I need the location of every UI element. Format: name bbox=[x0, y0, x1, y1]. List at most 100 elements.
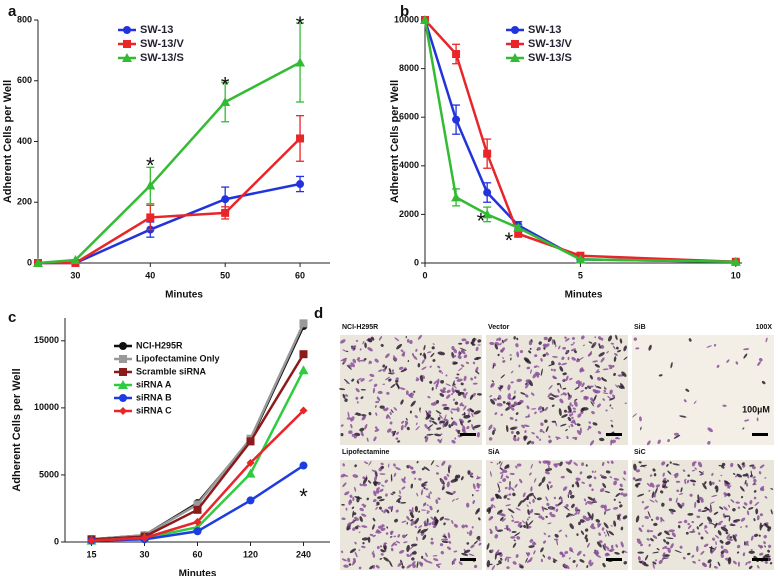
cell bbox=[385, 532, 389, 535]
cell bbox=[618, 385, 624, 389]
cell bbox=[376, 487, 380, 491]
cell bbox=[707, 516, 713, 523]
cell bbox=[665, 537, 674, 540]
cell bbox=[661, 502, 665, 507]
cell bbox=[378, 369, 383, 372]
cell bbox=[596, 403, 601, 408]
cell bbox=[694, 501, 697, 509]
cell bbox=[490, 504, 494, 509]
cell bbox=[571, 411, 574, 416]
cell bbox=[582, 344, 586, 347]
cell bbox=[648, 543, 651, 547]
cell bbox=[703, 543, 709, 548]
cell bbox=[402, 534, 406, 539]
marker bbox=[33, 258, 43, 267]
cell bbox=[584, 528, 589, 532]
cell bbox=[395, 540, 401, 544]
cell bbox=[658, 559, 663, 565]
cell bbox=[712, 537, 716, 541]
cell bbox=[465, 340, 469, 345]
cell bbox=[459, 347, 467, 351]
cell bbox=[715, 541, 717, 546]
legend-marker bbox=[123, 40, 131, 48]
cell bbox=[745, 525, 748, 528]
cell bbox=[582, 554, 586, 557]
marker bbox=[452, 115, 461, 124]
cell bbox=[662, 480, 668, 484]
cell bbox=[342, 463, 345, 467]
cell bbox=[578, 521, 581, 526]
cell bbox=[583, 396, 587, 400]
cell bbox=[389, 411, 392, 416]
cell bbox=[406, 338, 410, 343]
cell bbox=[380, 527, 386, 532]
cell bbox=[447, 532, 451, 539]
cell bbox=[416, 561, 419, 569]
cell bbox=[504, 486, 508, 490]
cell bbox=[637, 551, 645, 554]
legend-marker bbox=[510, 53, 520, 62]
cell bbox=[543, 347, 546, 350]
cell bbox=[393, 535, 397, 538]
cell bbox=[735, 501, 740, 504]
cell bbox=[463, 549, 471, 554]
cell bbox=[445, 491, 454, 496]
cell bbox=[391, 369, 395, 372]
cell bbox=[756, 565, 760, 569]
cell bbox=[395, 377, 399, 381]
scale-bar bbox=[606, 433, 622, 436]
cell bbox=[367, 347, 373, 352]
cell bbox=[383, 557, 390, 562]
cell bbox=[694, 467, 697, 470]
cell-stain bbox=[632, 461, 774, 570]
cell bbox=[687, 524, 692, 530]
marker bbox=[145, 180, 156, 190]
cell bbox=[530, 508, 534, 511]
cell bbox=[456, 407, 460, 412]
cell bbox=[500, 473, 504, 480]
cell bbox=[376, 396, 381, 401]
cell bbox=[604, 511, 606, 515]
cell bbox=[400, 399, 404, 405]
cell bbox=[453, 348, 458, 354]
cell bbox=[426, 510, 431, 513]
cell bbox=[683, 399, 687, 403]
cell bbox=[387, 506, 394, 510]
cell bbox=[541, 505, 545, 512]
cell bbox=[425, 410, 430, 417]
marker bbox=[299, 319, 308, 328]
cell bbox=[530, 408, 537, 410]
cell bbox=[424, 481, 428, 484]
cell bbox=[446, 473, 450, 477]
cell bbox=[536, 365, 540, 368]
cell bbox=[478, 517, 481, 521]
cell bbox=[714, 534, 720, 539]
cell bbox=[356, 380, 360, 384]
cell bbox=[646, 482, 652, 487]
cell bbox=[613, 506, 619, 510]
cell bbox=[646, 538, 650, 541]
cell bbox=[735, 475, 738, 478]
cell bbox=[600, 344, 605, 349]
cell bbox=[354, 486, 357, 492]
x-tick-label: 40 bbox=[145, 270, 155, 280]
cell bbox=[547, 336, 552, 343]
cell bbox=[432, 359, 436, 362]
cell bbox=[470, 475, 474, 478]
cell bbox=[585, 501, 588, 506]
cell bbox=[369, 533, 374, 536]
marker bbox=[482, 209, 493, 219]
cell bbox=[379, 405, 385, 409]
cell bbox=[617, 385, 620, 387]
cell bbox=[574, 512, 578, 515]
image-label: Vector bbox=[488, 324, 510, 331]
cell bbox=[533, 477, 537, 483]
y-tick-label: 0 bbox=[414, 257, 419, 267]
cell bbox=[587, 511, 592, 519]
x-tick-label: 10 bbox=[731, 270, 741, 280]
cell bbox=[525, 557, 528, 563]
cell bbox=[396, 343, 403, 350]
cell bbox=[711, 481, 715, 485]
cell bbox=[673, 434, 681, 439]
cell bbox=[361, 545, 366, 549]
